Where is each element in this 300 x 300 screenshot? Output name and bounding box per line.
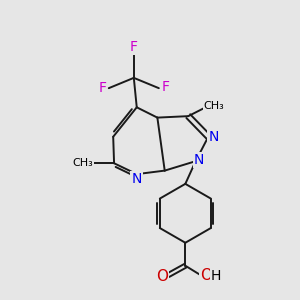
Text: H: H: [211, 269, 221, 283]
Text: N: N: [194, 153, 204, 167]
Text: F: F: [130, 40, 138, 54]
Text: N: N: [208, 130, 219, 144]
Text: F: F: [161, 80, 169, 94]
Text: CH₃: CH₃: [73, 158, 94, 168]
Text: F: F: [98, 81, 106, 95]
Text: N: N: [132, 172, 142, 186]
Text: O: O: [200, 268, 212, 283]
Text: CH₃: CH₃: [203, 101, 224, 111]
Text: O: O: [156, 269, 168, 284]
